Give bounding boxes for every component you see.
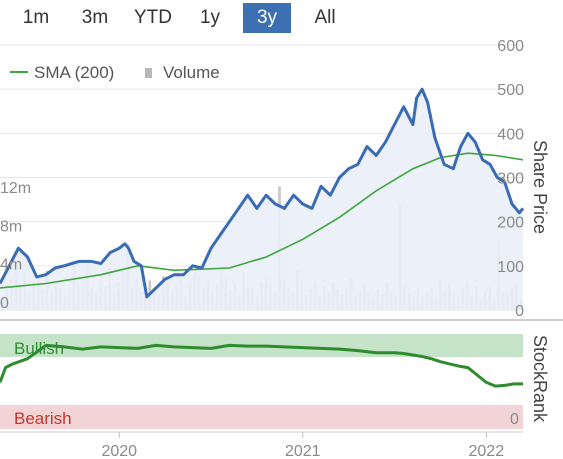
volume-tick-label: 4m	[0, 257, 22, 274]
tab-1m[interactable]: 1m	[22, 7, 50, 28]
price-line	[0, 87, 525, 299]
price-tick-label: 200	[497, 215, 524, 232]
stockrank-axis-title: StockRank	[530, 335, 550, 423]
legend-sma-label: SMA (200)	[34, 63, 114, 82]
legend: SMA (200) Volume	[10, 63, 220, 82]
stockrank-line	[0, 343, 523, 388]
volume-tick-label: 8m	[0, 218, 22, 235]
tab-3y[interactable]: 3y	[243, 3, 291, 33]
price-tick-label: 100	[497, 259, 524, 276]
tab-all[interactable]: All	[314, 7, 336, 28]
x-tick-label: 2022	[469, 443, 505, 459]
tab-3m[interactable]: 3m	[81, 7, 109, 28]
x-tick-label: 2020	[101, 443, 137, 459]
stockrank-zero-label: 0	[510, 411, 519, 428]
bearish-label: Bearish	[14, 409, 72, 428]
price-tick-label: 300	[497, 171, 524, 188]
bullish-label: Bullish	[14, 339, 64, 358]
price-axis-title: Share Price	[530, 140, 550, 234]
tab-ytd[interactable]: YTD	[134, 7, 172, 28]
bearish-band	[0, 405, 523, 429]
price-tick-label: 500	[497, 82, 524, 99]
tab-1y[interactable]: 1y	[199, 7, 221, 28]
legend-volume-swatch	[145, 68, 152, 78]
legend-volume-label: Volume	[163, 63, 220, 82]
volume-axis-ticks: 0 4m 8m 12m	[0, 180, 31, 312]
volume-tick-label: 12m	[0, 180, 31, 197]
price-tick-label: 600	[497, 38, 524, 55]
range-tabs: 1m 3m YTD 1y 3y All	[0, 0, 563, 36]
x-tick-label: 2021	[285, 443, 321, 459]
x-axis-ticks: 2020 2021 2022	[101, 432, 504, 459]
price-tick-label: 400	[497, 126, 524, 143]
price-axis-ticks: 0 100 200 300 400 500 600	[497, 38, 524, 320]
volume-tick-label: 0	[0, 295, 9, 312]
price-tick-label: 0	[515, 303, 524, 320]
